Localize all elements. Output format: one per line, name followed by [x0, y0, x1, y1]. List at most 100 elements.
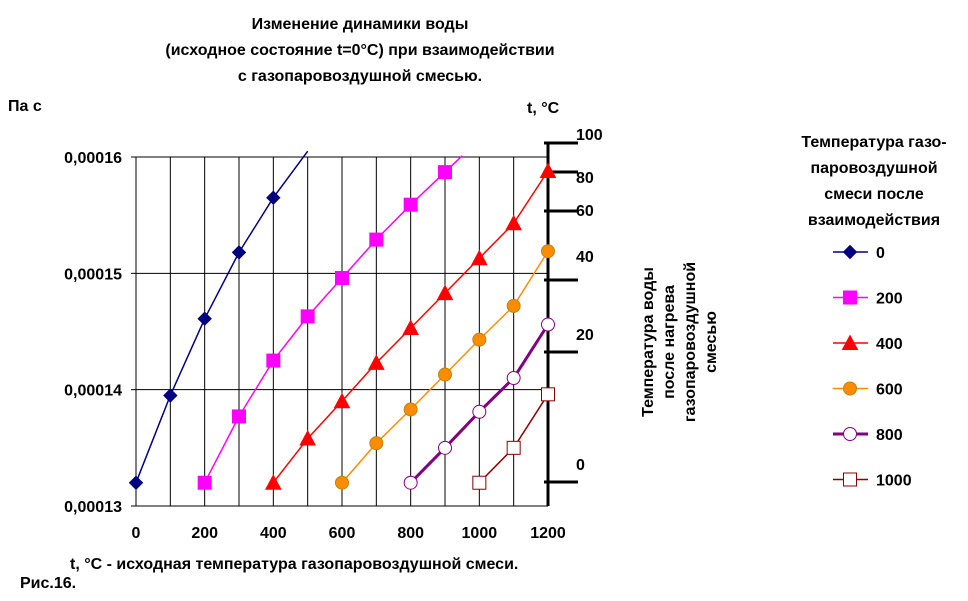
- series-200: [197, 155, 463, 490]
- legend-marker: [841, 334, 859, 350]
- data-point-800: [403, 475, 418, 490]
- figure-caption: Рис.16.: [20, 575, 77, 592]
- legend-entry-400: 400: [833, 334, 903, 353]
- y-tick-label: 0,00015: [64, 266, 122, 283]
- series-1000: [472, 387, 555, 490]
- data-point-0: [266, 190, 281, 205]
- legend-title: Температура газо- паровоздушной смеси по…: [780, 130, 968, 234]
- data-point-400: [402, 319, 420, 336]
- chart-title: Изменение динамики воды (исходное состоя…: [60, 12, 660, 90]
- legend-label: 200: [876, 291, 903, 308]
- y-tick-label: 0,00016: [64, 150, 122, 167]
- data-point-800: [541, 317, 555, 332]
- legend-entry-800: 800: [833, 427, 903, 444]
- right-axis-label-line-4: смесью: [703, 311, 720, 373]
- data-point-400: [333, 392, 351, 409]
- data-point-600: [403, 402, 418, 417]
- data-point-200: [403, 197, 418, 212]
- data-point-200: [438, 165, 452, 180]
- series-0: [128, 150, 309, 490]
- data-point-200: [232, 409, 246, 424]
- x-tick-label: 1200: [530, 525, 566, 542]
- data-point-400: [436, 284, 454, 301]
- y-tick-label: 0,00014: [64, 383, 122, 400]
- legend-marker: [843, 472, 857, 487]
- legend-label: 0: [876, 245, 885, 262]
- right-axis-label-line-2: после нагрева: [661, 285, 678, 399]
- right-axis-label-line-3: газопаровоздушной: [682, 261, 699, 423]
- legend-marker: [843, 427, 857, 441]
- x-tick-label: 1000: [462, 525, 498, 542]
- right-tick-label: 80: [576, 170, 594, 187]
- series-400: [264, 162, 557, 490]
- data-point-400: [299, 429, 317, 446]
- data-point-0: [197, 311, 212, 326]
- data-point-200: [300, 309, 315, 324]
- legend-title-line-4: взаимодействия: [807, 212, 941, 229]
- legend-title-line-1: Температура газо-: [801, 134, 947, 151]
- data-point-0: [163, 388, 178, 403]
- x-tick-label: 400: [260, 525, 287, 542]
- plot-series: [128, 150, 557, 490]
- x-tick-label: 0: [132, 525, 141, 542]
- right-axis-label-line-1: Температура воды: [640, 267, 657, 417]
- legend-marker: [843, 381, 857, 396]
- data-point-400: [505, 214, 523, 231]
- legend-title-line-2: паровоздушной: [810, 160, 938, 177]
- legend-entry-600: 600: [833, 381, 903, 399]
- right-axis-label: Температура воды после нагрева газопаров…: [638, 222, 722, 462]
- plot-grid: [136, 156, 548, 506]
- legend-label: 600: [876, 382, 903, 399]
- legend-entry-1000: 1000: [833, 472, 912, 490]
- title-line-1: Изменение динамики воды: [251, 16, 469, 33]
- legend-label: 400: [876, 336, 903, 353]
- data-point-600: [472, 332, 487, 347]
- legend-entry-0: 0: [833, 244, 885, 262]
- y-tick-label: 0,00013: [64, 499, 122, 516]
- x-axis-label: t, °С - исходная температура газопаровоз…: [70, 556, 519, 573]
- legend-entry-200: 200: [833, 290, 903, 308]
- data-point-200: [266, 353, 281, 368]
- right-tick-label: 0: [576, 457, 585, 474]
- title-line-2: (исходное состояние t=0°С) при взаимодей…: [165, 42, 555, 59]
- data-point-400: [367, 354, 385, 370]
- right-tick-label: 40: [576, 249, 594, 266]
- data-point-800: [438, 440, 452, 455]
- x-tick-label: 600: [329, 525, 356, 542]
- right-axis-unit: t, °С: [527, 100, 560, 117]
- data-point-0: [128, 475, 144, 490]
- data-point-800: [506, 371, 521, 386]
- data-point-1000: [472, 475, 487, 490]
- data-point-600: [506, 298, 521, 313]
- right-tick-label: 20: [576, 327, 594, 344]
- data-point-1000: [541, 387, 555, 402]
- data-point-0: [231, 245, 247, 260]
- series-600: [335, 244, 555, 490]
- data-point-600: [369, 436, 384, 451]
- data-point-600: [335, 475, 349, 490]
- data-point-1000: [506, 440, 521, 455]
- series-800: [403, 317, 555, 490]
- title-line-3: с газопаровоздушной смесью.: [237, 68, 483, 85]
- y-axis-unit: Па с: [8, 98, 42, 115]
- data-point-200: [197, 475, 212, 490]
- legend: 0 200 400 600 800 1000: [833, 244, 912, 490]
- legend-marker: [842, 244, 858, 260]
- data-point-800: [472, 404, 487, 419]
- data-point-600: [438, 367, 452, 382]
- data-point-400: [264, 474, 282, 490]
- data-point-200: [335, 270, 349, 285]
- data-point-400: [539, 162, 557, 178]
- x-tick-label: 800: [397, 525, 424, 542]
- x-tick-label: 200: [191, 525, 218, 542]
- legend-marker: [843, 290, 857, 305]
- series-line-200: [204, 155, 463, 484]
- legend-title-line-3: смеси после: [824, 186, 924, 203]
- data-point-400: [470, 249, 488, 266]
- legend-label: 800: [876, 427, 903, 444]
- legend-label: 1000: [876, 473, 912, 490]
- data-point-200: [369, 232, 384, 247]
- right-tick-label: 100: [576, 127, 603, 144]
